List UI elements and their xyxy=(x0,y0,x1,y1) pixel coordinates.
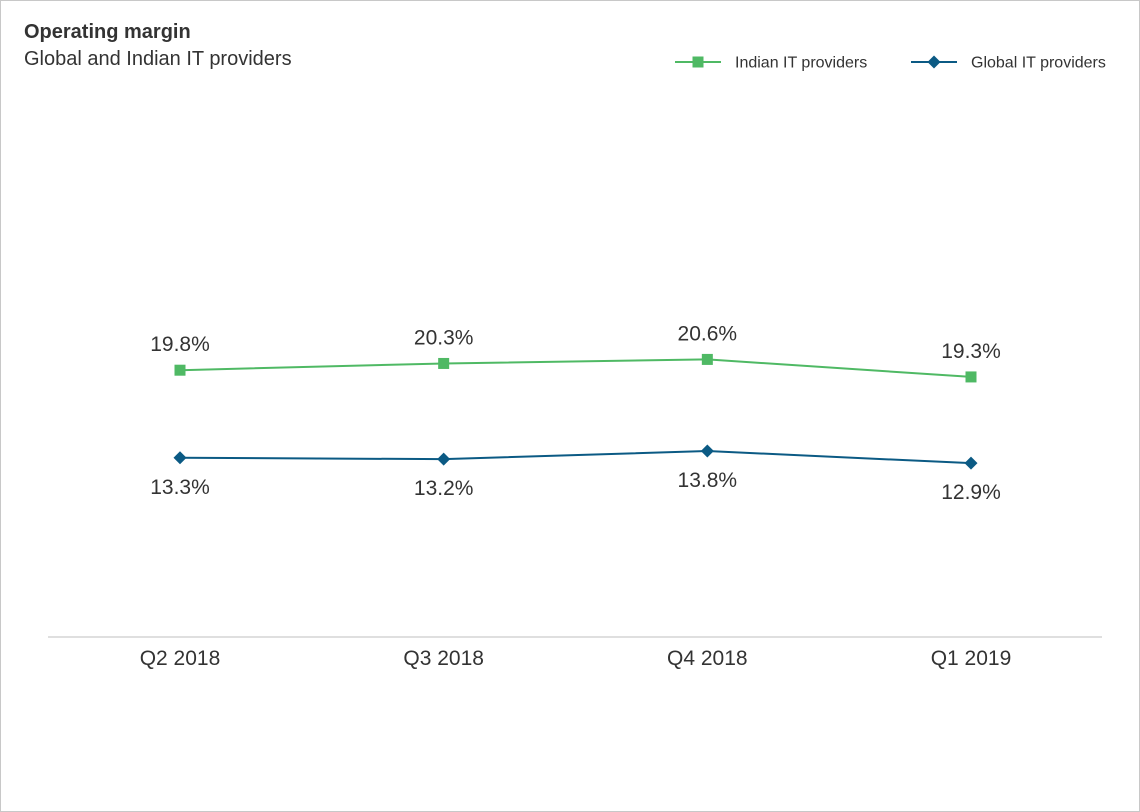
series-layer: 19.8% 20.3% 20.6% 19.3% 13.3% 13.2% 13.8% 12.9% xyxy=(150,322,1001,504)
data-point-global-it-providers-q4-2018 xyxy=(700,444,714,458)
data-label-global-it-providers-q1-2019: 12.9% xyxy=(941,481,1001,504)
series-indian-it-providers: 19.8% 20.3% 20.6% 19.3% xyxy=(150,322,1001,383)
legend: Indian IT providers Global IT providers xyxy=(675,55,1106,72)
legend-marker-indian-it-providers xyxy=(692,56,704,68)
chart-title: Operating margin xyxy=(24,21,191,43)
data-point-global-it-providers-q2-2018 xyxy=(173,451,187,465)
series-global-it-providers: 13.3% 13.2% 13.8% 12.9% xyxy=(150,444,1001,504)
data-label-global-it-providers-q2-2018: 13.3% xyxy=(150,476,210,499)
data-label-indian-it-providers-q4-2018: 20.6% xyxy=(678,322,738,345)
series-line-global-it-providers xyxy=(179,450,972,465)
legend-label-global-it-providers: Global IT providers xyxy=(971,55,1106,72)
x-tick-label-q1-2019: Q1 2019 xyxy=(931,647,1012,670)
legend-item-global-it-providers: Global IT providers xyxy=(911,55,1106,72)
x-tick-label-q4-2018: Q4 2018 xyxy=(667,647,748,670)
data-point-global-it-providers-q3-2018 xyxy=(437,452,451,466)
data-point-indian-it-providers-q2-2018 xyxy=(174,364,186,376)
legend-item-indian-it-providers: Indian IT providers xyxy=(675,55,867,72)
data-point-global-it-providers-q1-2019 xyxy=(964,456,978,470)
x-tick-label-q3-2018: Q3 2018 xyxy=(403,647,484,670)
data-label-global-it-providers-q3-2018: 13.2% xyxy=(414,477,474,500)
series-line-indian-it-providers xyxy=(179,358,972,378)
legend-label-indian-it-providers: Indian IT providers xyxy=(735,55,867,72)
data-point-indian-it-providers-q1-2019 xyxy=(965,371,977,383)
chart-subtitle: Global and Indian IT providers xyxy=(24,48,292,70)
data-point-indian-it-providers-q4-2018 xyxy=(701,353,713,365)
data-point-indian-it-providers-q3-2018 xyxy=(438,357,450,369)
x-tick-label-q2-2018: Q2 2018 xyxy=(140,647,221,670)
data-label-indian-it-providers-q2-2018: 19.8% xyxy=(150,333,210,356)
legend-marker-global-it-providers xyxy=(927,55,941,69)
data-label-indian-it-providers-q1-2019: 19.3% xyxy=(941,340,1001,363)
data-label-indian-it-providers-q3-2018: 20.3% xyxy=(414,326,474,349)
x-axis-ticks: Q2 2018 Q3 2018 Q4 2018 Q1 2019 xyxy=(140,647,1012,670)
data-label-global-it-providers-q4-2018: 13.8% xyxy=(678,469,738,492)
